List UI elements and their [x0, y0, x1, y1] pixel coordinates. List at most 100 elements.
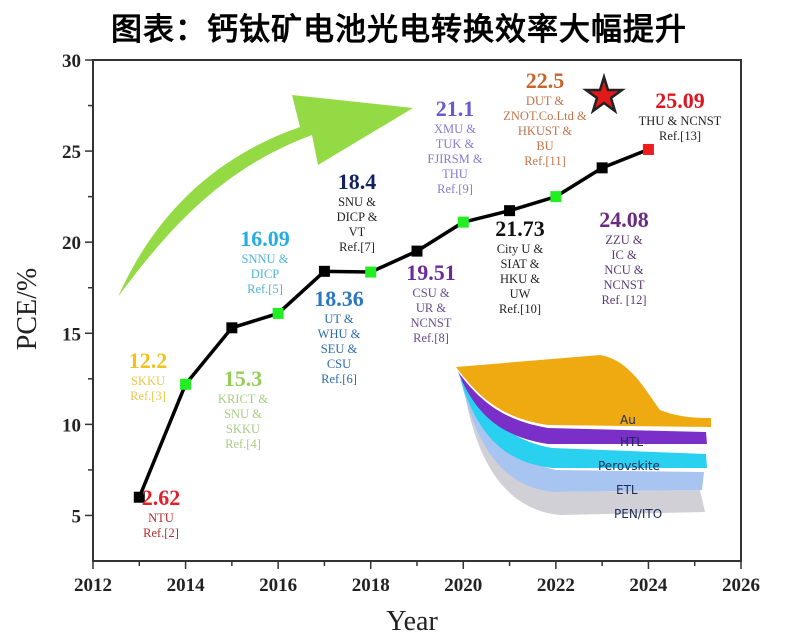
- trend-arrow: [118, 95, 413, 297]
- annotation-text: SIAT &: [500, 257, 539, 271]
- annotation-text: WHU &: [318, 327, 361, 341]
- annotation-text: Ref.[13]: [659, 129, 701, 143]
- data-point: [504, 205, 516, 217]
- annotation-text: Ref.[7]: [339, 240, 375, 254]
- annotation-text: DICP: [251, 267, 280, 281]
- layer-label-htl: HTL: [620, 435, 643, 449]
- annotation-text: THU: [442, 167, 468, 181]
- annotation-text: UT &: [324, 312, 354, 326]
- annotation-text: BU: [536, 139, 553, 153]
- y-tick-label: 30: [62, 51, 81, 72]
- annotation-text: HKUST &: [518, 124, 573, 138]
- annotation-text: UR &: [416, 301, 446, 315]
- annotation-text: XMU &: [434, 122, 476, 136]
- annotation-text: SNU &: [224, 407, 262, 421]
- annotation-value: 19.51: [406, 260, 456, 285]
- annotation-value: 2.62: [142, 485, 181, 510]
- data-point: [642, 143, 654, 155]
- annotation-value: 18.4: [338, 169, 377, 194]
- annotation-text: SNU &: [338, 195, 376, 209]
- layer-htl: [458, 372, 707, 444]
- layer-au: [456, 355, 711, 427]
- annotation-text: SKKU: [226, 422, 260, 436]
- annotation-text: Ref.[9]: [437, 182, 473, 196]
- y-axis-title: PCE/%: [12, 268, 43, 350]
- y-tick-label: 10: [62, 415, 81, 436]
- annotation-text: VT: [349, 225, 366, 239]
- data-point: [180, 378, 192, 390]
- x-tick-label: 2018: [352, 575, 390, 596]
- data-point: [411, 245, 423, 257]
- data-point: [550, 191, 562, 203]
- annotation-text: Ref.[5]: [247, 282, 283, 296]
- annotation-text: KRICT &: [218, 392, 268, 406]
- annotation-text: Ref.[6]: [321, 372, 357, 386]
- annotation-text: NCNST: [411, 316, 452, 330]
- annotation-text: HKU &: [500, 272, 540, 286]
- layer-label-perovskite: Perovskite: [598, 459, 660, 473]
- annotation-text: Ref.[2]: [143, 526, 179, 540]
- data-point: [226, 322, 238, 334]
- data-point: [457, 216, 469, 228]
- x-tick-label: 2020: [444, 575, 482, 596]
- annotation-text: Ref.[4]: [225, 437, 261, 451]
- annotation-text: IC &: [611, 248, 637, 262]
- x-tick-label: 2014: [167, 575, 206, 596]
- data-point: [272, 307, 284, 319]
- layer-etl: [462, 385, 704, 492]
- annotation-text: SKKU: [131, 374, 165, 388]
- chart-title: 图表：钙钛矿电池光电转换效率大幅提升: [111, 12, 687, 48]
- annotation-value: 16.09: [240, 226, 290, 251]
- layer-perovskite: [460, 378, 707, 468]
- annotation-value: 18.36: [314, 286, 364, 311]
- annotation-text: ZNOT.Co.Ltd &: [503, 109, 587, 123]
- annotation-text: NCNST: [604, 278, 645, 292]
- annotation-text: ZZU &: [605, 233, 642, 247]
- annotation-text: SNNU &: [242, 252, 289, 266]
- layer-label-pen-ito: PEN/ITO: [614, 507, 662, 521]
- y-tick-label: 25: [62, 142, 81, 163]
- x-tick-label: 2022: [537, 575, 575, 596]
- layer-label-au: Au: [620, 413, 636, 427]
- annotation-text: CSU: [327, 357, 351, 371]
- annotation-value: 24.08: [599, 207, 649, 232]
- annotation-value: 15.3: [224, 366, 263, 391]
- x-tick-label: 2012: [74, 575, 112, 596]
- star-icon: [582, 72, 626, 115]
- data-point: [365, 266, 377, 278]
- annotation-value: 25.09: [655, 88, 705, 113]
- annotation-text: Ref.[10]: [499, 302, 541, 316]
- annotation-text: Ref. [12]: [601, 293, 646, 307]
- x-tick-label: 2016: [259, 575, 297, 596]
- data-point: [318, 265, 330, 277]
- annotation-text: Ref.[8]: [413, 331, 449, 345]
- x-tick-label: 2024: [629, 575, 668, 596]
- device-layers-illustration: Au HTL Perovskite ETL PEN/ITO: [456, 355, 711, 521]
- annotation-value: 12.2: [129, 348, 168, 373]
- y-tick-label: 20: [62, 233, 81, 254]
- annotation-text: CSU &: [412, 286, 449, 300]
- annotation-text: DICP &: [337, 210, 378, 224]
- annotation-value: 21.73: [495, 216, 545, 241]
- annotation-value: 21.1: [436, 96, 475, 121]
- annotation-text: Ref.[3]: [130, 389, 166, 403]
- data-point: [133, 491, 145, 503]
- annotation-value: 22.5: [526, 68, 565, 93]
- annotation-text: SEU &: [321, 342, 358, 356]
- annotation-text: DUT &: [526, 94, 565, 108]
- layer-pen-ito: [466, 400, 705, 515]
- x-axis-title: Year: [386, 606, 438, 636]
- annotation-text: FJIRSM &: [427, 152, 483, 166]
- annotation-text: NCU &: [604, 263, 644, 277]
